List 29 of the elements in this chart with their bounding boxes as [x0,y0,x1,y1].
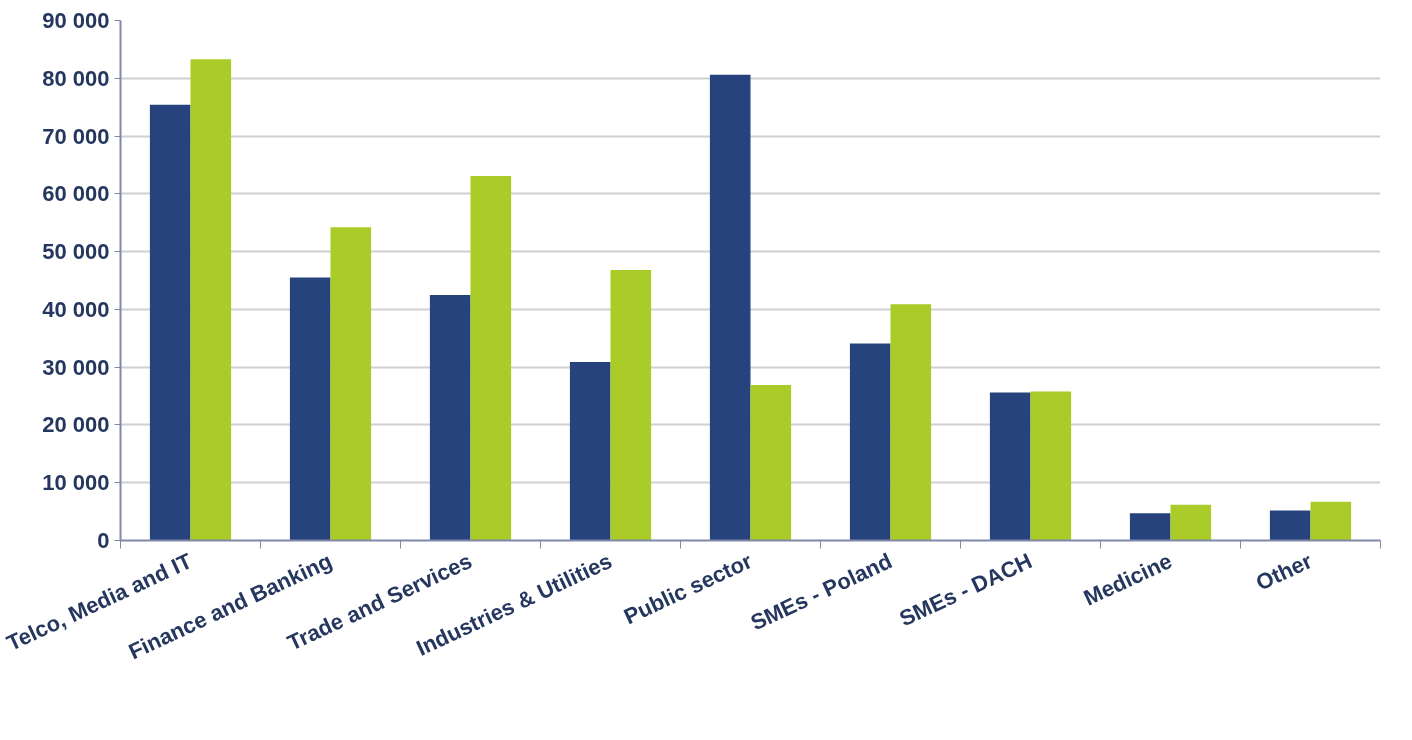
y-tick-label: 20 000 [42,412,110,438]
bar [190,59,232,541]
bar [989,392,1031,541]
bar [429,294,471,541]
y-tick-label: 70 000 [42,123,110,149]
bar [1310,501,1352,541]
y-tick-label: 90 000 [42,8,110,33]
bar [849,343,891,541]
y-tick-label: 40 000 [42,296,110,322]
bar [330,227,372,541]
bar [1129,513,1171,541]
bar [610,270,652,541]
y-tick-label: 60 000 [42,181,110,207]
bar [1030,391,1072,541]
y-tick-label: 0 [97,528,110,553]
bar [750,385,792,541]
bar [1170,504,1212,541]
bar [470,175,512,541]
x-tick-label: Other [1252,547,1317,596]
y-tick-label: 80 000 [42,65,110,91]
bar [1269,510,1311,541]
bar [149,104,191,541]
bar [709,74,751,541]
y-tick-label: 30 000 [42,354,110,380]
bar [289,277,331,541]
bar [569,361,611,541]
bar [890,304,932,541]
y-tick-label: 10 000 [42,470,110,496]
y-tick-label: 50 000 [42,239,110,265]
